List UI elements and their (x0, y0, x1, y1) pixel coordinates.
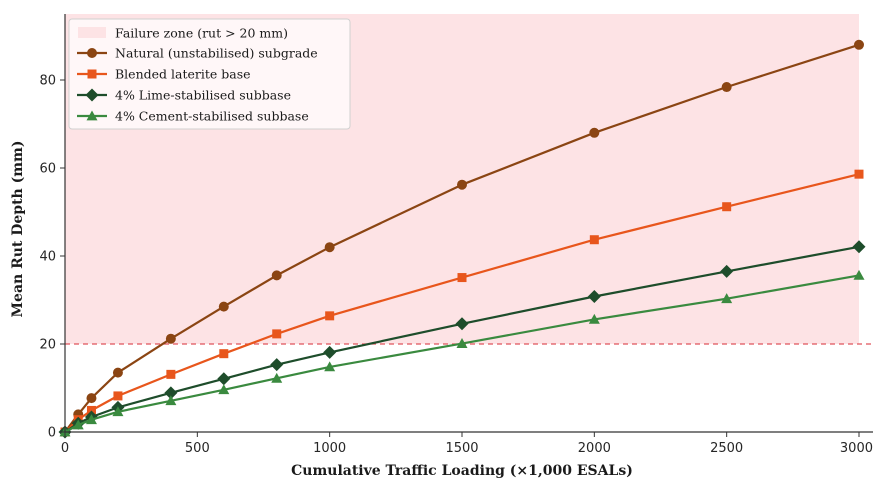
data-point (113, 391, 123, 401)
y-tick-label: 60 (39, 162, 56, 177)
legend-label: 4% Cement-stabilised subbase (115, 109, 309, 124)
data-point (854, 39, 864, 50)
data-point (112, 367, 123, 378)
y-tick-label: 20 (39, 338, 56, 353)
series-4 (59, 269, 865, 437)
data-point (72, 419, 84, 430)
data-point (270, 358, 284, 372)
y-axis-title: Mean Rut Depth (mm) (10, 141, 26, 318)
legend-label: 4% Lime-stabilised subbase (115, 88, 291, 103)
data-point (166, 369, 176, 379)
data-point (271, 270, 282, 281)
x-tick-label: 1500 (445, 441, 478, 456)
data-point (588, 313, 600, 324)
legend-swatch-failure-zone (78, 27, 106, 38)
x-tick-label: 2500 (710, 441, 743, 456)
legend-item-4: 4% Cement-stabilised subbase (77, 109, 309, 124)
data-point (720, 264, 734, 278)
data-point (323, 345, 337, 359)
data-point (721, 293, 733, 304)
data-point (455, 317, 469, 331)
legend-marker (85, 88, 99, 102)
data-point (853, 269, 865, 280)
legend-item-3: 4% Lime-stabilised subbase (77, 88, 291, 103)
axes-layer: 0 500 1000 1500 2000 2500 3000 0 20 40 60 80 (39, 14, 873, 456)
data-point (721, 82, 732, 93)
data-point (325, 311, 335, 321)
data-point (86, 405, 96, 415)
data-point (272, 329, 282, 339)
data-point (456, 338, 468, 348)
data-point (587, 289, 601, 303)
y-tick-label: 80 (39, 74, 56, 89)
data-point (457, 179, 467, 190)
y-tick-label: 40 (39, 250, 56, 265)
x-axis-title: Cumulative Traffic Loading (×1,000 ESALs… (291, 463, 633, 479)
data-point (722, 202, 732, 212)
legend-item-1: Natural (unstabilised) subgrade (77, 46, 318, 61)
data-point (589, 127, 600, 138)
data-point (457, 273, 467, 283)
legend-label: Blended laterite base (115, 67, 251, 82)
data-point (271, 372, 283, 383)
data-point (854, 169, 864, 179)
x-tick-label: 500 (185, 441, 210, 456)
data-point (165, 333, 176, 344)
data-point (589, 235, 599, 245)
x-tick-label: 0 (61, 441, 69, 456)
data-point (85, 414, 97, 425)
data-point (164, 386, 178, 400)
legend-marker (86, 110, 98, 121)
data-point (324, 242, 335, 253)
data-point (218, 301, 229, 312)
x-tick-label: 3000 (840, 441, 873, 456)
legend-item-2: Blended laterite base (77, 67, 251, 82)
x-tick-label: 2000 (578, 441, 611, 456)
legend: Failure zone (rut > 20 mm) Natural (unsta… (68, 18, 351, 130)
data-point (165, 395, 177, 406)
data-point (852, 240, 866, 254)
legend-label: Failure zone (rut > 20 mm) (115, 26, 288, 41)
data-point (112, 406, 124, 417)
legend-box (68, 18, 351, 130)
data-point (86, 393, 97, 404)
legend-item-failure-zone: Failure zone (rut > 20 mm) (78, 26, 288, 41)
x-tick-label: 1000 (313, 441, 346, 456)
legend-marker (87, 69, 97, 79)
data-point (219, 349, 229, 359)
series-layer (58, 39, 866, 439)
y-tick-label: 0 (48, 426, 56, 441)
legend-marker (87, 48, 97, 58)
data-point (218, 384, 230, 395)
data-point (217, 372, 231, 386)
data-point (324, 361, 336, 372)
legend-label: Natural (unstabilised) subgrade (115, 46, 318, 61)
